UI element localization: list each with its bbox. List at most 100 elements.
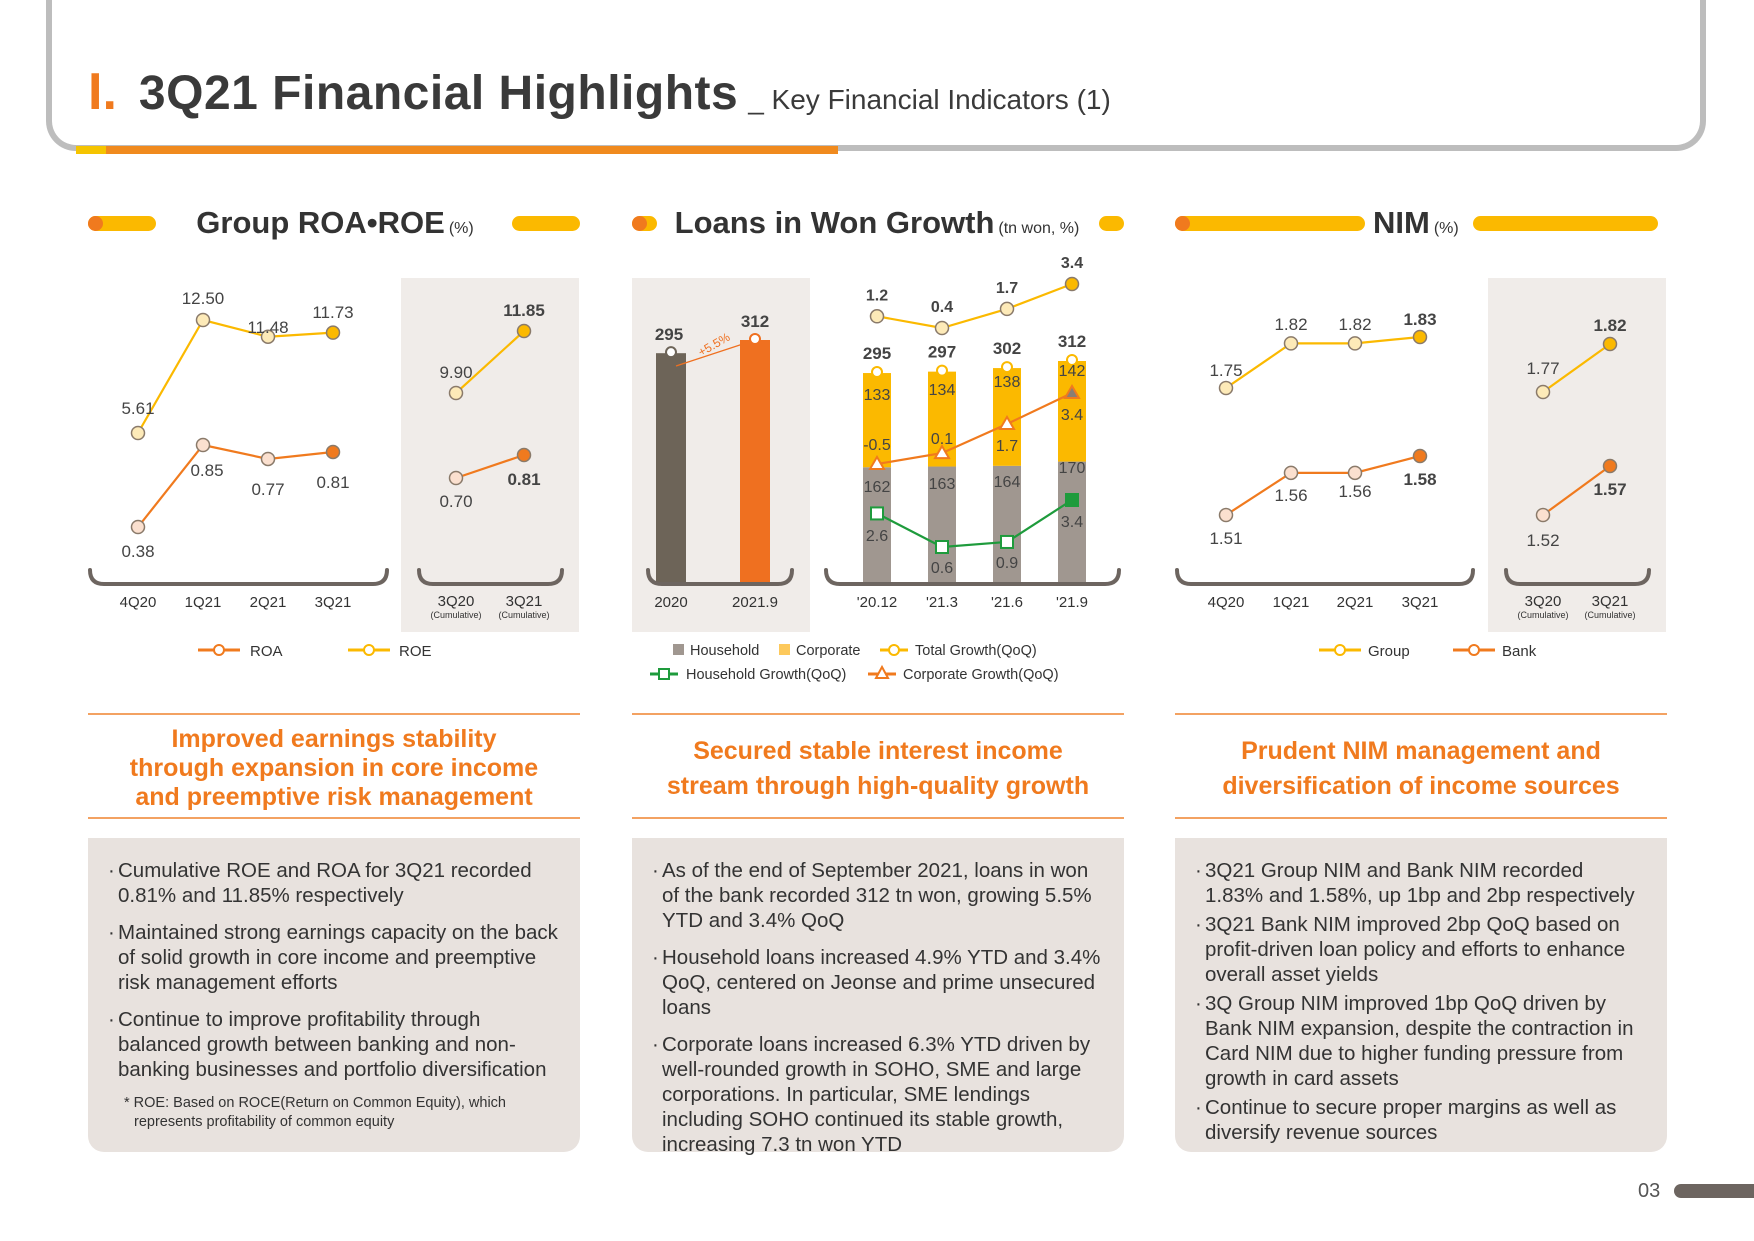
legend-label: Corporate <box>796 643 860 659</box>
total-growth-line <box>876 282 1073 330</box>
bar-value-label: 312 <box>741 312 769 331</box>
section-roman-numeral: I. <box>88 63 117 121</box>
roa-line <box>137 443 334 528</box>
section-unit: (%) <box>448 220 474 237</box>
roe-point <box>325 325 341 340</box>
headline-line: stream through high-quality growth <box>666 772 1090 800</box>
roe-point <box>195 312 211 328</box>
page-number: 03 <box>1638 1180 1661 1202</box>
household-growth-point <box>1065 493 1079 507</box>
headline-roa-roe: Improved earnings stability through expa… <box>88 725 580 812</box>
bullet-item: 3Q Group NIM improved 1bp QoQ driven by … <box>1195 991 1645 1091</box>
household-bar <box>993 465 1021 582</box>
x-tick-label: 4Q20 <box>120 594 157 611</box>
roe-point <box>130 425 146 441</box>
roa-point <box>130 519 146 535</box>
header-accent-bar <box>76 146 838 154</box>
bullet-item: Continue to secure proper margins as wel… <box>1195 1095 1645 1145</box>
legend-swatch-corporate <box>779 644 790 655</box>
axis-bracket <box>1504 568 1651 586</box>
legend-label-group: Group <box>1368 643 1410 660</box>
headline-line: Prudent NIM management and <box>1241 737 1601 765</box>
legend-marker <box>888 644 900 656</box>
household-growth-point <box>870 506 884 521</box>
bar <box>740 340 770 582</box>
x-tick-sublabel: (Cumulative) <box>1584 610 1635 620</box>
pill-decoration <box>1099 215 1124 231</box>
total-growth-point <box>934 320 950 336</box>
roa-label: 0.85 <box>190 461 223 480</box>
bullet-item: Cumulative ROE and ROA for 3Q21 recorded… <box>108 858 558 908</box>
household-growth-label: 2.6 <box>866 528 888 545</box>
bullet-item: 3Q21 Group NIM and Bank NIM recorded 1.8… <box>1195 858 1645 908</box>
bullet-item: Continue to improve profitability throug… <box>108 1007 558 1082</box>
subtitle-text: _ Key Financial Indicators (1) <box>748 84 1111 115</box>
pill-decoration <box>88 215 157 231</box>
group-nim-point <box>1412 329 1428 345</box>
roa-line <box>455 453 525 480</box>
household-bar <box>928 466 956 582</box>
section-header-loans: Loans in Won Growth (tn won, %) <box>632 198 1124 248</box>
x-tick-label: 1Q21 <box>185 594 222 611</box>
divider <box>1175 713 1667 715</box>
bullet-item: 3Q21 Bank NIM improved 2bp QoQ based on … <box>1195 912 1645 987</box>
group-nim-label: 1.83 <box>1403 310 1436 329</box>
divider <box>1175 817 1667 819</box>
corporate-growth-line <box>876 392 1073 466</box>
pill-decoration <box>511 215 580 231</box>
household-growth-label: 0.9 <box>996 555 1018 572</box>
bank-nim-label: 1.51 <box>1209 529 1242 548</box>
roe-label: 11.73 <box>312 303 353 322</box>
nim-cumulative-panel <box>1488 278 1666 632</box>
x-tick-label: 3Q20 <box>438 593 475 610</box>
group-nim-label: 1.82 <box>1338 315 1371 334</box>
group-nim-point <box>1535 384 1551 400</box>
roa-point <box>260 451 276 467</box>
divider <box>632 817 1124 819</box>
roa-label: 0.81 <box>316 473 349 492</box>
x-tick-sublabel: (Cumulative) <box>1517 610 1568 620</box>
x-tick-label: '21.3 <box>926 594 958 611</box>
corporate-bar <box>1058 361 1086 462</box>
roa-point <box>195 437 211 453</box>
bank-nim-point <box>1283 465 1299 481</box>
footnote: * ROE: Based on ROCE(Return on Common Eq… <box>124 1095 506 1130</box>
bullets-roa-roe: Cumulative ROE and ROA for 3Q21 recorded… <box>88 838 580 1152</box>
bank-nim-point <box>1602 458 1618 474</box>
bank-nim-line <box>1225 454 1421 516</box>
roa-point <box>448 470 464 486</box>
headline-line: Secured stable interest income <box>693 737 1063 765</box>
household-value-label: 164 <box>994 474 1021 491</box>
household-growth-label: 0.6 <box>931 560 953 577</box>
axis-bracket <box>88 568 389 586</box>
section-unit: (%) <box>1433 220 1459 237</box>
total-growth-label: 1.7 <box>996 280 1018 297</box>
total-value-label: 302 <box>993 339 1021 358</box>
household-growth-line <box>876 499 1073 549</box>
corporate-growth-label: -0.5 <box>863 437 891 454</box>
roe-point <box>516 323 532 339</box>
group-nim-label: 1.82 <box>1593 316 1626 335</box>
corporate-growth-label: 0.1 <box>931 431 953 448</box>
roa-cumulative-panel <box>401 278 579 632</box>
legend-marker <box>363 644 375 656</box>
headline-line: through expansion in core income <box>129 754 539 782</box>
page-title: I. 3Q21 Financial Highlights _ Key Finan… <box>88 62 1111 122</box>
group-nim-label: 1.77 <box>1526 359 1559 378</box>
x-tick-label: 2Q21 <box>250 594 287 611</box>
household-value-label: 163 <box>929 476 956 493</box>
legend-swatch-household <box>673 644 684 655</box>
headline-loans: Secured stable interest income stream th… <box>632 734 1124 804</box>
charts-canvas: 5.61 12.50 11.48 11.73 0.38 0.85 0.77 0.81 4Q20 1… <box>88 255 1651 683</box>
roe-label: 9.90 <box>439 363 472 382</box>
group-nim-line <box>1542 343 1611 393</box>
roe-label: 11.85 <box>503 301 545 320</box>
corporate-growth-point <box>998 414 1016 430</box>
legend-label: Household <box>690 643 759 659</box>
pill-decoration <box>632 215 657 231</box>
bank-nim-line <box>1542 465 1611 516</box>
x-tick-label: '21.9 <box>1056 594 1088 611</box>
legend-marker <box>213 644 225 656</box>
group-nim-line <box>1225 335 1421 389</box>
group-nim-label: 1.82 <box>1274 315 1307 334</box>
